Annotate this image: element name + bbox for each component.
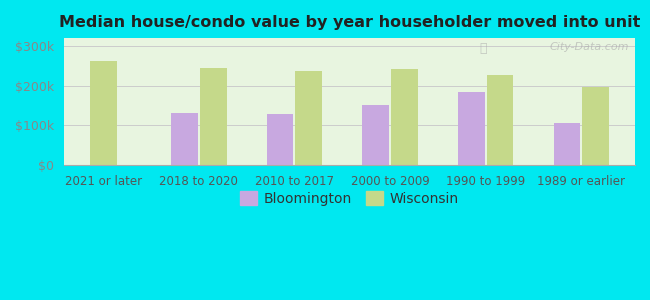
Bar — [295, 71, 322, 165]
Legend: Bloomington, Wisconsin: Bloomington, Wisconsin — [235, 185, 464, 211]
Bar — [266, 114, 294, 165]
Bar — [362, 105, 389, 165]
Bar — [554, 123, 580, 165]
Bar — [391, 69, 418, 165]
Text: City-Data.com: City-Data.com — [550, 42, 629, 52]
Bar — [582, 87, 609, 165]
Bar — [90, 61, 116, 165]
Bar — [200, 68, 227, 165]
Bar — [171, 113, 198, 165]
Title: Median house/condo value by year householder moved into unit: Median house/condo value by year househo… — [58, 15, 640, 30]
Bar — [487, 75, 514, 165]
Bar — [458, 92, 485, 165]
Text: ⓘ: ⓘ — [479, 42, 486, 55]
